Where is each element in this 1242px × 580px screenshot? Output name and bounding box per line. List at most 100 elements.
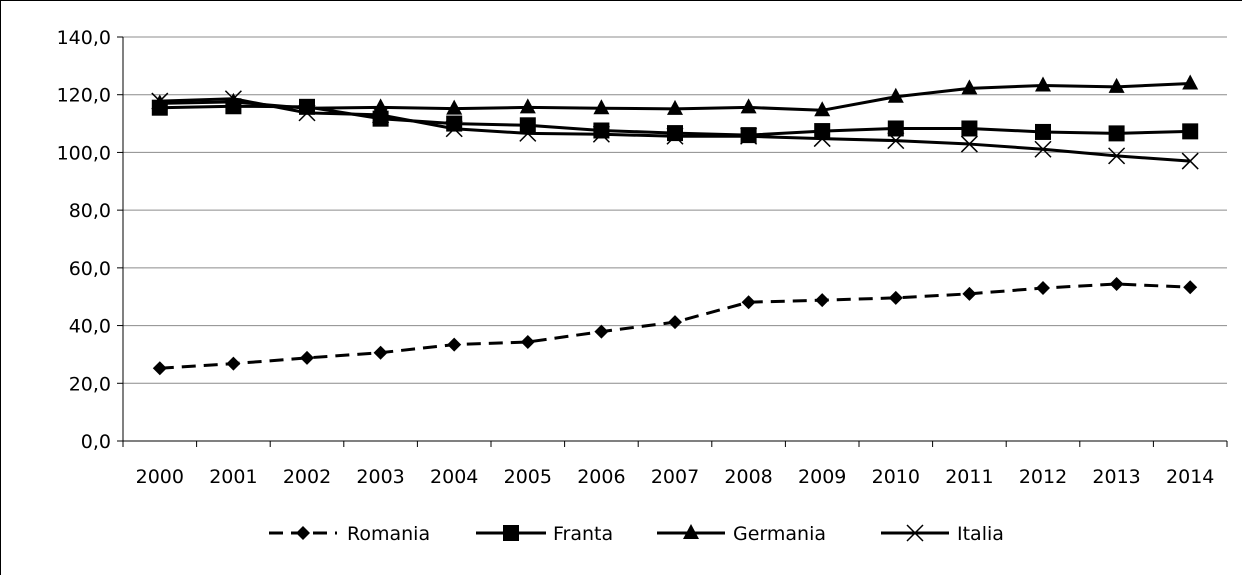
data-point (152, 361, 167, 376)
data-point (683, 524, 699, 539)
data-point (667, 125, 683, 142)
data-point (741, 295, 756, 310)
legend: Romania Franta Germania Italia (269, 523, 1004, 545)
series-franta (151, 98, 1199, 144)
data-point (961, 79, 978, 95)
y-tick-label: 20,0 (69, 373, 111, 395)
data-point (666, 127, 684, 145)
legend-label: Italia (957, 523, 1004, 545)
x-tick-label: 2009 (798, 466, 846, 488)
legend-item-romania: Romania (269, 523, 430, 545)
data-point (1035, 123, 1051, 140)
series-germania (151, 74, 1199, 117)
data-point (519, 117, 536, 134)
x-tick-label: 2004 (430, 466, 478, 488)
data-point (503, 525, 519, 541)
data-point (887, 120, 904, 137)
x-tick-label: 2014 (1166, 466, 1214, 488)
data-point (446, 99, 463, 115)
data-point (740, 127, 758, 145)
data-point (962, 286, 977, 301)
data-point (519, 98, 536, 114)
series-romania (152, 277, 1198, 376)
y-tick-label: 100,0 (57, 142, 111, 164)
data-point (519, 124, 537, 142)
data-point (1182, 123, 1199, 140)
data-point (372, 106, 390, 124)
data-point (225, 92, 242, 108)
data-point (888, 290, 903, 305)
x-tick-label: 2008 (724, 466, 772, 488)
data-point (1108, 77, 1125, 93)
data-point (814, 101, 831, 117)
data-point (1108, 147, 1126, 165)
legend-label: Germania (733, 523, 826, 545)
data-point (1109, 277, 1124, 292)
x-tick-label: 2007 (651, 466, 699, 488)
x-tick-label: 2011 (945, 466, 993, 488)
data-point (298, 104, 316, 122)
data-point (296, 526, 310, 540)
data-point (813, 130, 831, 148)
data-point (1036, 281, 1050, 296)
data-point (667, 99, 683, 115)
y-tick-label: 60,0 (69, 258, 111, 280)
data-point (1035, 76, 1051, 92)
data-point (1108, 125, 1125, 142)
data-point (887, 87, 904, 103)
legend-label: Franta (553, 523, 613, 545)
y-tick-label: 120,0 (57, 85, 111, 107)
data-point (445, 120, 463, 138)
series-italia (151, 90, 1199, 170)
data-point (592, 125, 610, 143)
data-point (520, 335, 535, 350)
data-point (373, 345, 388, 360)
x-tick-label: 2012 (1019, 466, 1067, 488)
data-point (815, 293, 830, 308)
y-tick-labels: 0,0 20,0 40,0 60,0 80,0 100,0 120,0 140,0 (57, 27, 111, 453)
x-tick-label: 2005 (504, 466, 552, 488)
y-tick-label: 80,0 (69, 200, 111, 222)
data-point (814, 123, 831, 140)
data-point (299, 99, 315, 115)
data-point (1034, 140, 1052, 158)
data-point (740, 98, 757, 114)
data-point (447, 337, 462, 352)
data-point (372, 98, 389, 114)
data-point (224, 90, 242, 108)
legend-item-germania: Germania (657, 523, 826, 545)
y-tick-label: 40,0 (69, 316, 111, 338)
data-point (593, 122, 610, 139)
x-tick-label: 2003 (356, 466, 404, 488)
data-point (1181, 152, 1199, 170)
data-point (1183, 280, 1198, 295)
data-point (593, 99, 610, 115)
data-point (151, 92, 169, 110)
data-point (300, 350, 314, 365)
data-point (887, 132, 905, 150)
data-point (906, 524, 924, 542)
axes (117, 36, 1228, 447)
x-tick-label: 2006 (577, 466, 625, 488)
series-lines (151, 74, 1199, 376)
y-tick-label: 0,0 (81, 431, 111, 453)
x-tick-label: 2001 (209, 466, 257, 488)
x-tick-label: 2000 (136, 466, 184, 488)
legend-item-franta: Franta (476, 523, 613, 545)
legend-item-italia: Italia (881, 523, 1004, 545)
gridlines (123, 36, 1227, 384)
data-point (226, 356, 241, 371)
data-point (961, 120, 978, 137)
legend-label: Romania (347, 523, 430, 545)
data-point (1182, 74, 1199, 90)
data-point (960, 135, 978, 153)
data-point (594, 324, 609, 339)
data-point (668, 315, 682, 330)
x-tick-label: 2002 (283, 466, 331, 488)
y-tick-label: 140,0 (57, 27, 111, 49)
x-tick-labels: 2000 2001 2002 2003 2004 2005 2006 2007 2008 2009… (136, 466, 1215, 488)
x-tick-label: 2013 (1092, 466, 1140, 488)
x-tick-label: 2010 (872, 466, 920, 488)
